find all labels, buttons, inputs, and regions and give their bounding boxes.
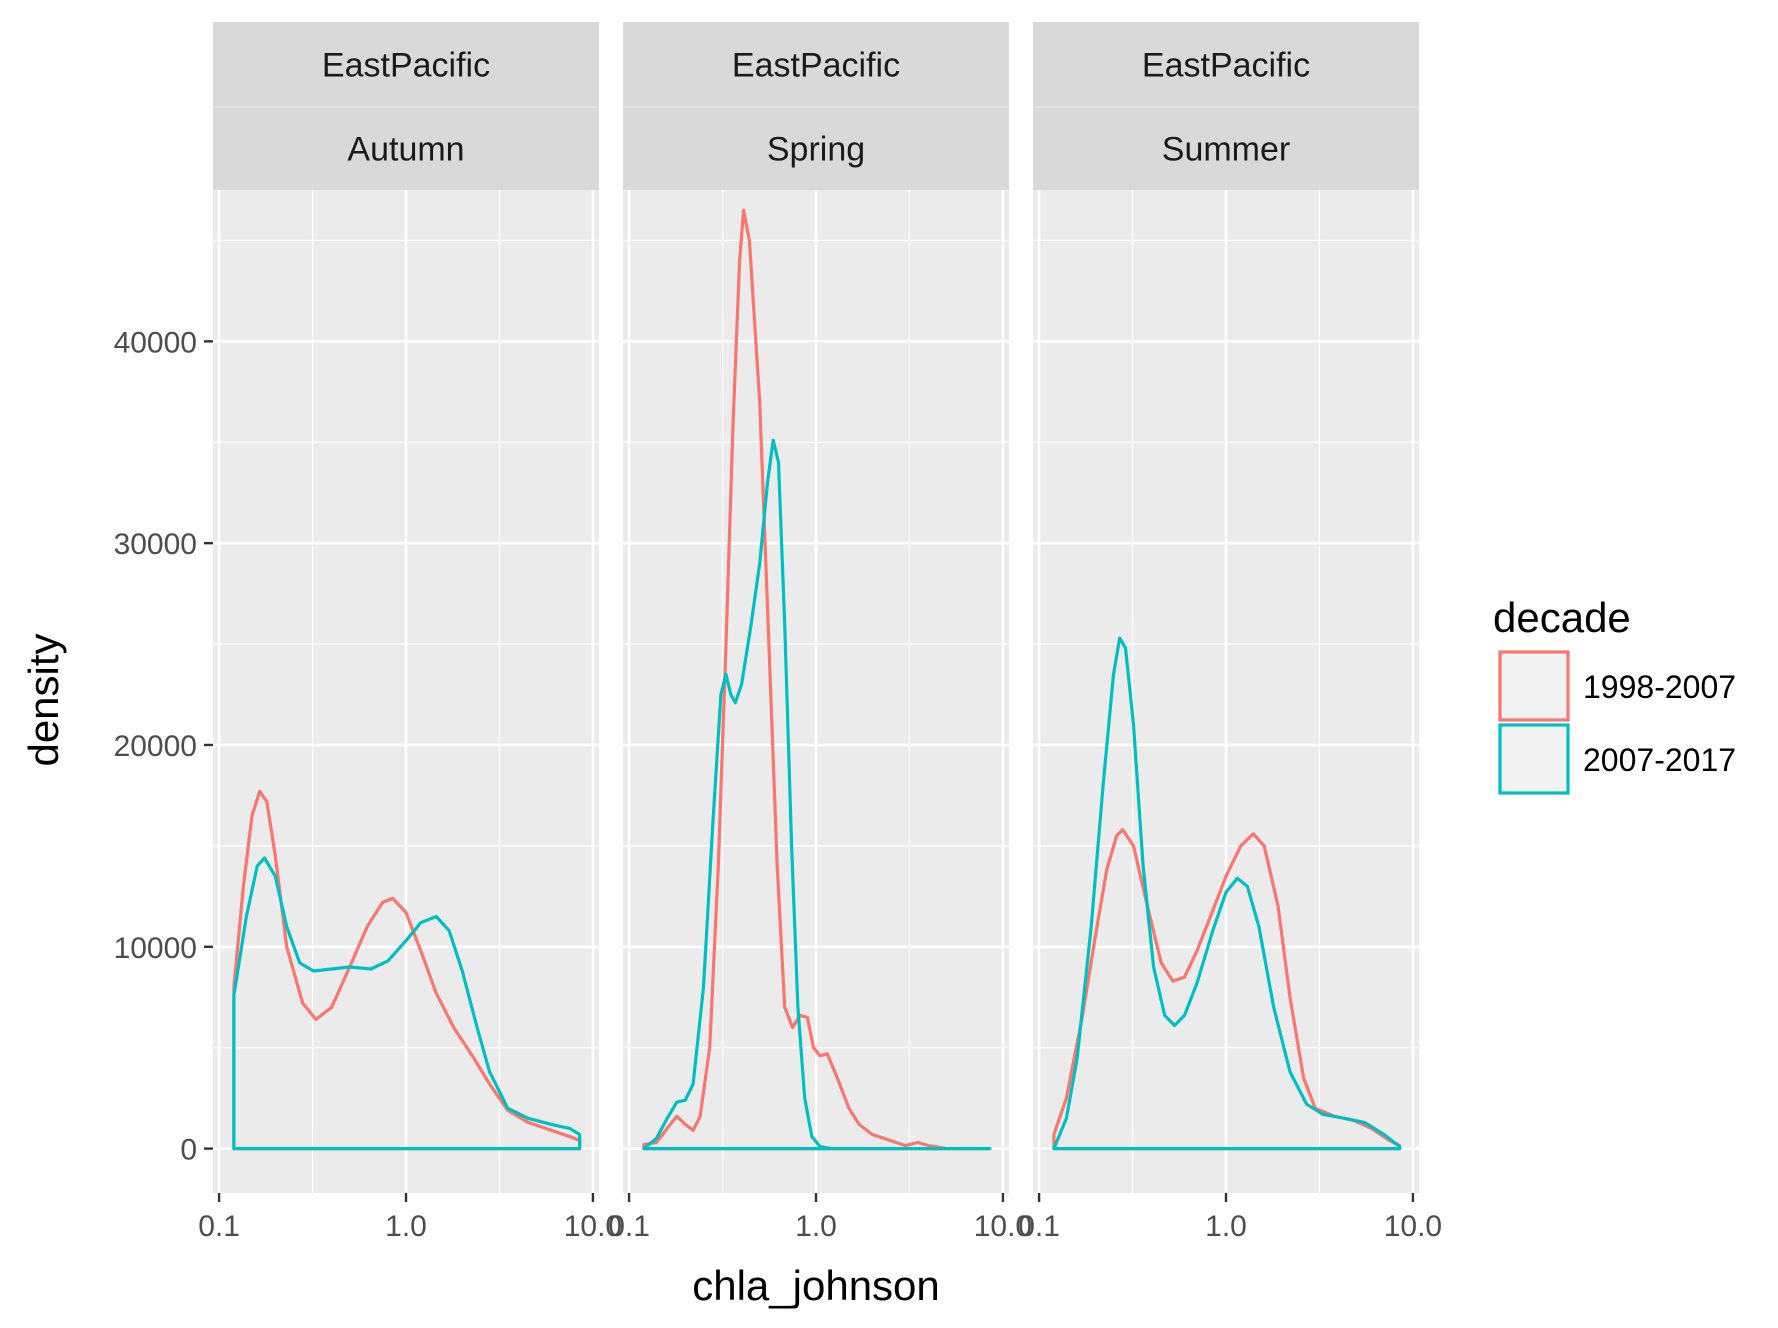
density-line-1998-2007 [232,789,582,1151]
facet-panel: EastPacific Summer [1033,22,1419,1193]
density-line-2007-2017 [1052,636,1402,1151]
legend-key [1498,650,1570,722]
y-tick-label: 20000 [114,730,197,763]
facet-strip-label: EastPacific [732,47,900,85]
legend: decade 1998-2007 2007-2017 [1493,594,1736,795]
x-axis-title: chla_johnson [692,1262,940,1309]
x-tick-label: 0.1 [608,1210,650,1243]
facet-panels: EastPacificAutumnEastPacificSpringEastPa… [213,22,1419,1193]
facet-strip-bottom [1033,107,1419,190]
x-tick-label: 10.0 [1384,1210,1442,1243]
y-axis-title: density [20,633,67,766]
x-tick-label: 10.0 [974,1210,1032,1243]
density-line-2007-2017 [232,856,582,1151]
y-tick-label: 30000 [114,528,197,561]
facet-strip-label: EastPacific [1142,47,1310,85]
x-axis: 0.1 1.0 10.00.1 1.0 10.00.1 1.0 10.0 [198,1193,1442,1243]
legend-label: 2007-2017 [1583,742,1736,778]
facet-strip-bottom [623,107,1009,190]
facet-strip-top [1033,22,1419,107]
density-line-1998-2007 [642,208,992,1151]
x-tick-label: 10.0 [564,1210,622,1243]
x-tick-label: 0.1 [198,1210,240,1243]
x-tick-label: 0.1 [1018,1210,1060,1243]
facet-strip-top [623,22,1009,107]
facet-strip-label: EastPacific [322,47,490,85]
legend-label: 1998-2007 [1583,669,1736,705]
legend-title: decade [1493,594,1631,641]
x-tick-label: 1.0 [385,1210,427,1243]
legend-key [1498,723,1570,795]
facet-panel: EastPacific Spring [623,22,1009,1193]
facet-strip-bottom [213,107,599,190]
density-line-2007-2017 [642,438,992,1151]
y-axis: 0 10000 20000 30000 40000 [114,326,213,1167]
y-tick-label: 10000 [114,932,197,965]
facet-strip-top [213,22,599,107]
y-tick-label: 40000 [114,326,197,359]
facet-panel: EastPacific Autumn [213,22,599,1193]
x-tick-label: 1.0 [1205,1210,1247,1243]
facet-strip-label: Spring [767,131,865,169]
facet-strip-label: Summer [1162,131,1290,169]
x-tick-label: 1.0 [795,1210,837,1243]
y-tick-label: 0 [180,1134,197,1167]
facet-strip-label: Autumn [347,131,464,169]
